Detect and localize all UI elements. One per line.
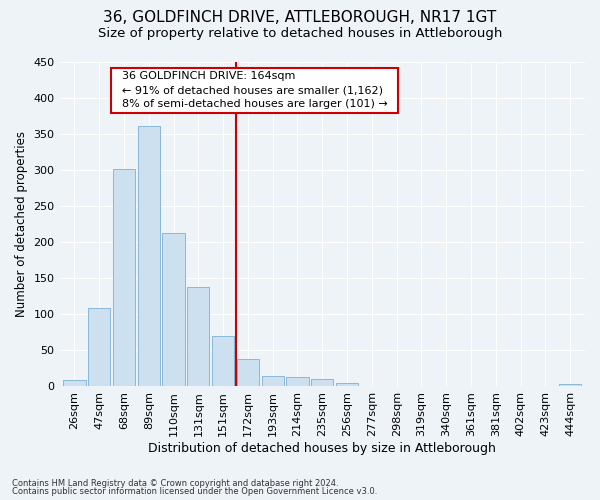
Text: Size of property relative to detached houses in Attleborough: Size of property relative to detached ho… (98, 28, 502, 40)
Text: Contains public sector information licensed under the Open Government Licence v3: Contains public sector information licen… (12, 487, 377, 496)
Bar (137, 126, 160, 386)
Text: 36, GOLDFINCH DRIVE, ATTLEBOROUGH, NR17 1GT: 36, GOLDFINCH DRIVE, ATTLEBOROUGH, NR17 … (103, 10, 497, 25)
Bar (336, 383, 358, 386)
Bar (212, 336, 234, 386)
Bar (88, 308, 110, 386)
Bar (559, 384, 581, 386)
Bar (311, 378, 334, 386)
Bar (262, 376, 284, 386)
Bar (163, 232, 185, 386)
Text: 36 GOLDFINCH DRIVE: 164sqm  
  ← 91% of detached houses are smaller (1,162)  
  : 36 GOLDFINCH DRIVE: 164sqm ← 91% of deta… (115, 71, 394, 109)
Bar (113, 169, 135, 386)
Text: Contains HM Land Registry data © Crown copyright and database right 2024.: Contains HM Land Registry data © Crown c… (12, 478, 338, 488)
Bar (237, 359, 259, 386)
Y-axis label: Number of detached properties: Number of detached properties (15, 131, 28, 317)
Bar (63, 380, 86, 386)
Bar (286, 377, 308, 386)
Bar (187, 287, 209, 386)
X-axis label: Distribution of detached houses by size in Attleborough: Distribution of detached houses by size … (148, 442, 496, 455)
